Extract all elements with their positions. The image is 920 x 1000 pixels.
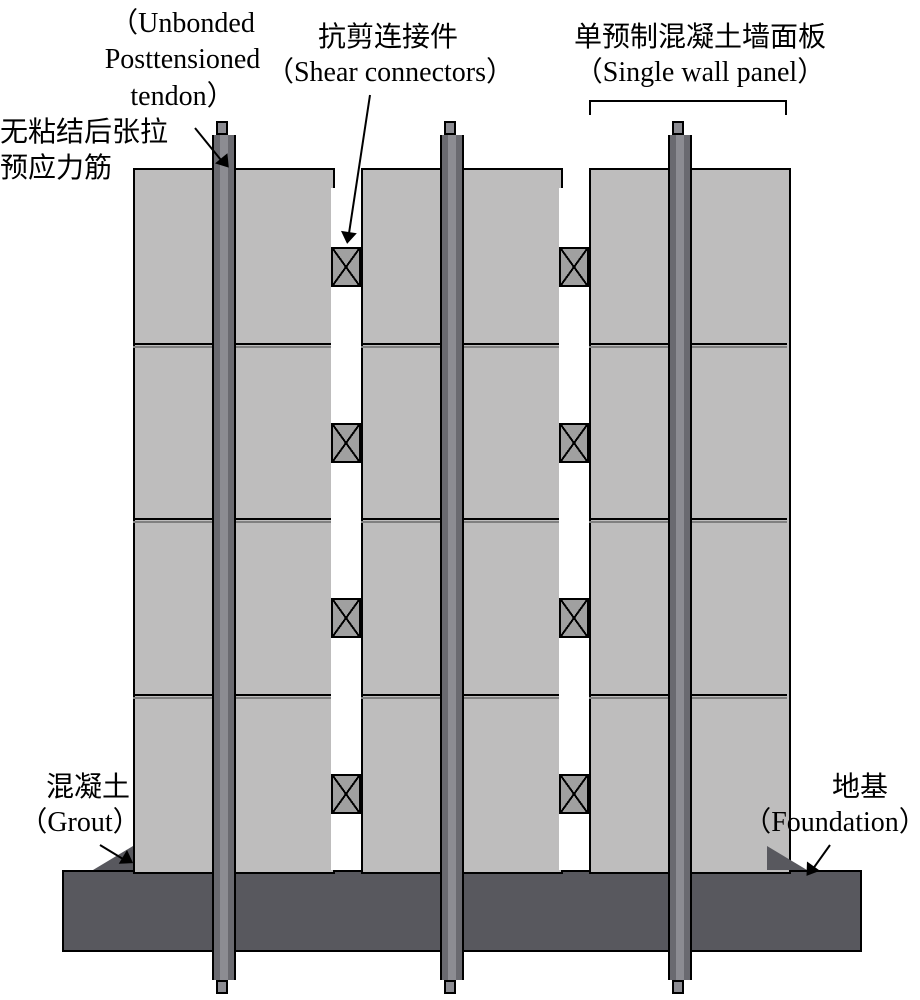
tendon-inner-3 [676, 135, 684, 980]
shear-connector-2-1 [559, 247, 589, 287]
foundation-en: （Foundation） [740, 805, 920, 841]
tendon-1 [212, 135, 236, 980]
shear-arrow-head [339, 231, 357, 245]
tendon-3 [668, 135, 692, 980]
grout-2 [767, 846, 807, 870]
panel-bracket-top [589, 100, 787, 102]
tendon-cap-top-3 [672, 121, 684, 135]
panel-en: （Single wall panel） [555, 55, 845, 91]
structural-diagram: （Unbonded Posttensioned tendon）无粘结后张拉 预应… [0, 0, 920, 1000]
tendon-cap-bottom-1 [216, 980, 228, 994]
tendon-inner-1 [220, 135, 228, 980]
shear-connector-2-4 [559, 774, 589, 814]
grout-zh: 混凝土 [28, 770, 148, 806]
shear-connector-1-2 [331, 423, 361, 463]
tendon-cap-top-2 [444, 121, 456, 135]
tendon-inner-2 [448, 135, 456, 980]
tendon-en: （Unbonded Posttensioned tendon） [90, 6, 275, 115]
panel-bracket-right [785, 100, 787, 115]
shear-connector-2-2 [559, 423, 589, 463]
shear-connector-1-4 [331, 774, 361, 814]
panel-bracket-left [589, 100, 591, 115]
shear-connector-1-1 [331, 247, 361, 287]
shear-zh: 抗剪连接件 [288, 20, 488, 56]
panel-zh: 单预制混凝土墙面板 [540, 20, 860, 56]
shear-connector-1-3 [331, 598, 361, 638]
shear-en: （Shear connectors） [255, 55, 525, 91]
panel-gap-1 [331, 188, 361, 870]
tendon-zh: 无粘结后张拉 预应力筋 [0, 115, 190, 188]
panel-gap-2 [559, 188, 589, 870]
tendon-cap-top-1 [216, 121, 228, 135]
tendon-cap-bottom-2 [444, 980, 456, 994]
tendon-cap-bottom-3 [672, 980, 684, 994]
grout-en: （Grout） [10, 805, 150, 841]
foundation-zh: 地基 [810, 770, 910, 806]
shear-connector-2-3 [559, 598, 589, 638]
tendon-2 [440, 135, 464, 980]
